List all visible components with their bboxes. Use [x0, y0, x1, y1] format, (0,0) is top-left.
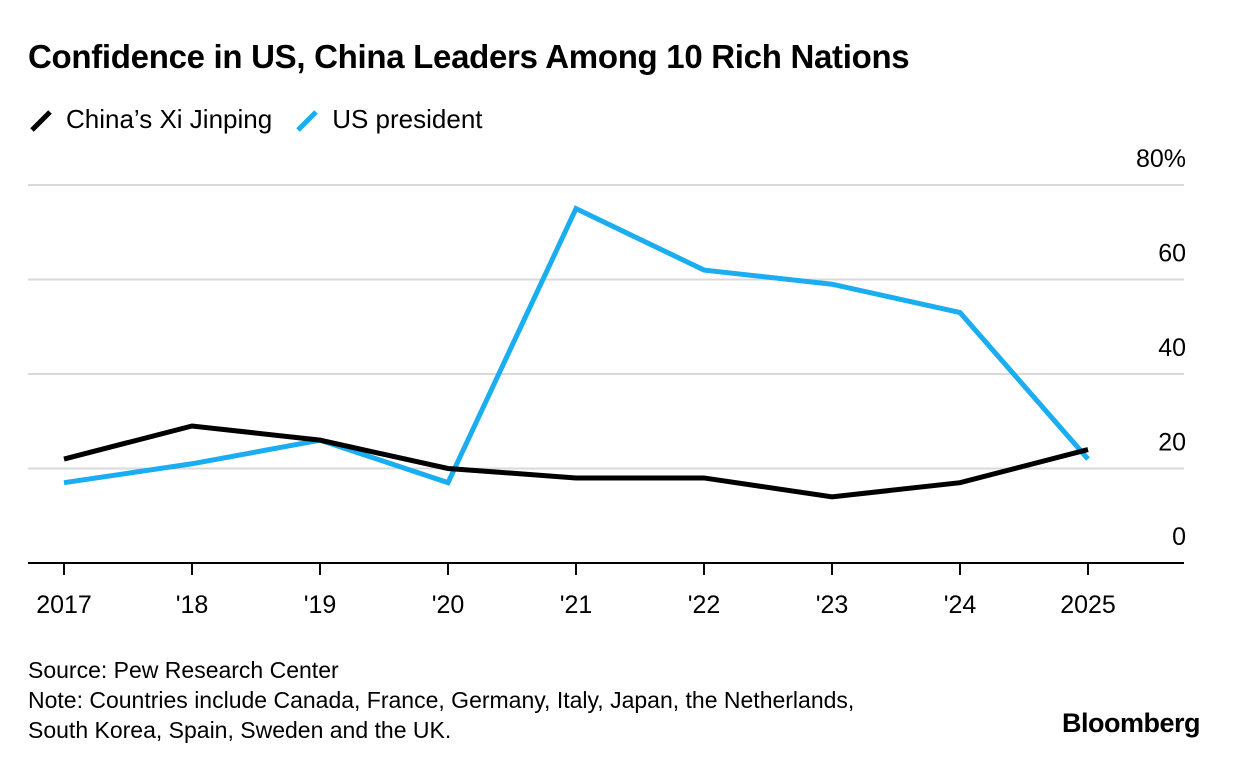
y-tick-label: 60	[1158, 240, 1186, 268]
x-tick-label: '18	[176, 591, 209, 619]
y-tick-label: 0	[1172, 523, 1186, 551]
y-axis-labels: 0 20 40 60 80%	[1136, 145, 1186, 551]
y-tick-label: 20	[1158, 429, 1186, 457]
x-tick-label: '19	[304, 591, 337, 619]
series-line-us-president	[63, 205, 1090, 486]
series-line-xi-jinping	[63, 423, 1089, 500]
legend-label-us: US president	[332, 104, 483, 134]
bloomberg-logo: Bloomberg	[1061, 708, 1201, 738]
legend-swatch-xi	[30, 109, 52, 132]
source-text: Source: Pew Research Center	[28, 657, 339, 683]
note-text: Note: Countries include Canada, France, …	[28, 687, 855, 743]
legend: China’s Xi Jinping US president	[28, 104, 505, 135]
legend-swatch-us	[296, 109, 318, 132]
x-tick-label: 2025	[1060, 591, 1116, 619]
x-tick-label: 2017	[36, 591, 92, 619]
y-tick-label: 40	[1158, 334, 1186, 362]
x-tick-label: '21	[560, 591, 593, 619]
x-tick-label: '24	[944, 591, 977, 619]
x-tick-label: '20	[432, 591, 465, 619]
legend-label-xi: China’s Xi Jinping	[66, 104, 273, 134]
footer: Source: Pew Research Center Note: Countr…	[28, 655, 888, 745]
x-axis: 2017 '18 '19 '20 '21 '22 '23 '24 2025	[28, 562, 1184, 619]
grid-layer	[28, 184, 1184, 470]
x-tick-label: '23	[816, 591, 849, 619]
chart-title: Confidence in US, China Leaders Among 10…	[28, 38, 910, 75]
legend-item-us: US president	[294, 104, 483, 135]
x-tick-label: '22	[688, 591, 721, 619]
series-layer	[63, 205, 1090, 500]
legend-item-xi: China’s Xi Jinping	[28, 104, 272, 135]
y-tick-label: 80%	[1136, 145, 1186, 173]
line-chart: 0 20 40 60 80% 2017 '18 '19 '20 '21 '22 '23 '24 2025	[28, 145, 1186, 619]
